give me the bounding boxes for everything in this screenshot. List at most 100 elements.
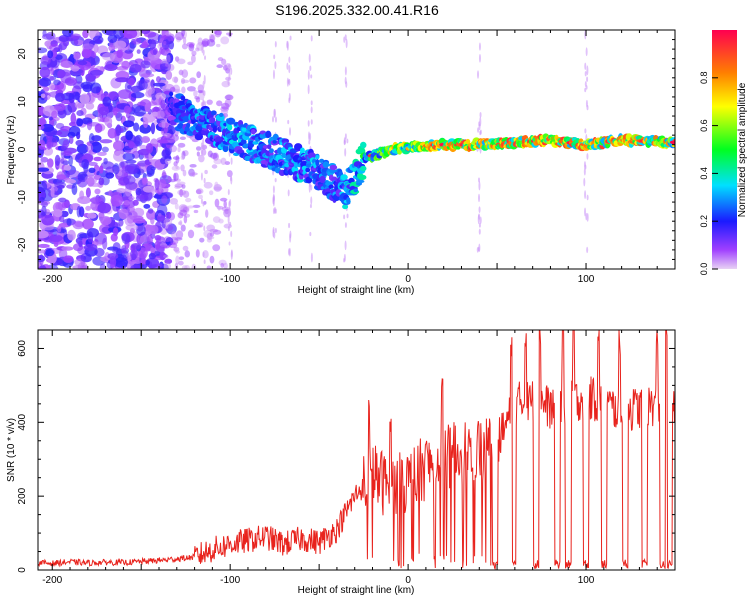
spectral-noise-blob [174, 203, 179, 210]
spectral-noise-blob [158, 97, 162, 105]
spectral-streak-blob [477, 177, 480, 183]
spectral-noise-blob [157, 140, 163, 148]
spectral-noise-blob [212, 229, 222, 235]
spectral-streak-blob [272, 116, 275, 123]
spectral-streak-blob [584, 164, 587, 170]
spectral-noise-blob [48, 82, 55, 91]
spectral-streak-blob [203, 74, 206, 85]
spectral-streak-blob [583, 167, 586, 176]
spectral-noise-blob [82, 30, 89, 39]
spectral-noise-blob [196, 151, 200, 157]
spectral-noise-blob [60, 60, 73, 68]
spectral-noise-blob [99, 165, 104, 174]
spectral-ridge-blob [268, 148, 274, 154]
spectral-noise-blob [104, 64, 118, 72]
spectral-streak-blob [479, 216, 482, 224]
spectral-noise-blob [81, 43, 95, 50]
spectral-streak-blob [478, 193, 481, 203]
spectral-noise-blob [186, 86, 196, 92]
spectral-streak-blob [586, 65, 589, 76]
spectral-noise-blob [150, 247, 156, 254]
spectral-noise-blob [38, 123, 45, 131]
spectral-noise-blob [38, 255, 46, 263]
spectral-streak-blob [204, 55, 207, 60]
spectral-streak-blob [308, 53, 311, 63]
spectral-noise-blob [218, 218, 224, 224]
spectral-noise-blob [68, 135, 74, 145]
spectral-streak-blob [272, 185, 275, 194]
spectral-noise-blob [49, 43, 60, 52]
spectral-noise-blob [206, 265, 212, 269]
spectral-noise-blob [73, 52, 81, 60]
spectral-noise-blob [114, 40, 127, 49]
spectral-noise-blob [173, 76, 178, 84]
spectral-noise-blob [145, 86, 155, 95]
spectral-streak-blob [478, 181, 481, 191]
spectral-noise-blob [163, 262, 172, 269]
spectral-noise-blob [75, 139, 84, 147]
spectral-ridge-blob [299, 147, 305, 154]
spectral-noise-blob [181, 30, 186, 37]
spectral-noise-blob [112, 107, 118, 116]
spectral-noise-blob [143, 203, 151, 209]
spectral-noise-blob [98, 106, 110, 116]
spectral-noise-blob [195, 249, 200, 258]
spectral-noise-blob [76, 143, 89, 154]
spectral-streak-blob [288, 92, 291, 101]
spectral-noise-blob [143, 189, 153, 202]
spectral-ridge-blob [212, 126, 218, 133]
spectral-noise-blob [108, 44, 116, 52]
spectral-noise-blob [132, 207, 145, 218]
spectral-noise-blob [123, 105, 131, 114]
spectral-noise-blob [198, 194, 203, 200]
spectrogram-frame [37, 29, 676, 270]
spectral-noise-blob [210, 152, 218, 159]
spectral-noise-blob [123, 200, 130, 206]
spectral-noise-blob [121, 233, 131, 244]
spectral-noise-blob [40, 123, 55, 133]
spectral-noise-blob [68, 125, 81, 137]
spectral-ridge-blob [465, 138, 471, 145]
spectral-noise-blob [206, 224, 216, 232]
spectral-noise-blob [64, 77, 78, 86]
y-tick-label: 10 [17, 96, 28, 108]
spectral-streak-blob [202, 49, 205, 56]
spectral-noise-blob [140, 30, 151, 35]
spectral-streak-blob [272, 226, 275, 234]
spectral-noise-blob [169, 197, 178, 205]
spectral-noise-blob [178, 221, 182, 225]
spectral-noise-blob [129, 63, 142, 73]
spectral-noise-blob [144, 103, 151, 113]
spectral-noise-blob [214, 30, 223, 36]
spectral-noise-blob [133, 37, 142, 45]
spectral-noise-blob [55, 54, 63, 60]
spectral-streak-blob [288, 222, 291, 229]
spectral-noise-blob [94, 188, 101, 195]
spectral-noise-blob [82, 84, 93, 93]
spectral-noise-blob [51, 110, 58, 119]
spectral-streak-blob [289, 35, 292, 41]
spectral-noise-blob [150, 216, 155, 225]
spectral-noise-blob [161, 149, 170, 158]
spectral-noise-blob [40, 55, 52, 66]
spectral-noise-blob [97, 202, 112, 214]
spectral-noise-blob [192, 204, 201, 209]
spectral-noise-blob [212, 244, 221, 252]
spectral-streak-blob [201, 44, 204, 54]
spectral-noise-blob [221, 206, 231, 212]
spectral-noise-blob [171, 165, 181, 171]
spectral-streak-blob [228, 241, 231, 246]
spectral-ridge-blob [360, 141, 367, 149]
snr-x-label: Height of straight line (km) [298, 585, 415, 596]
spectral-noise-blob [213, 158, 223, 165]
spectral-noise-blob [138, 247, 148, 259]
spectral-noise-blob [61, 143, 69, 152]
spectral-ridge-blob [252, 141, 259, 145]
spectral-noise-blob [181, 43, 188, 50]
spectral-noise-blob [191, 54, 196, 63]
spectral-noise-blob [132, 218, 146, 224]
spectral-streak-blob [346, 213, 349, 219]
spectral-noise-blob [153, 194, 164, 199]
spectral-noise-blob [177, 142, 186, 148]
